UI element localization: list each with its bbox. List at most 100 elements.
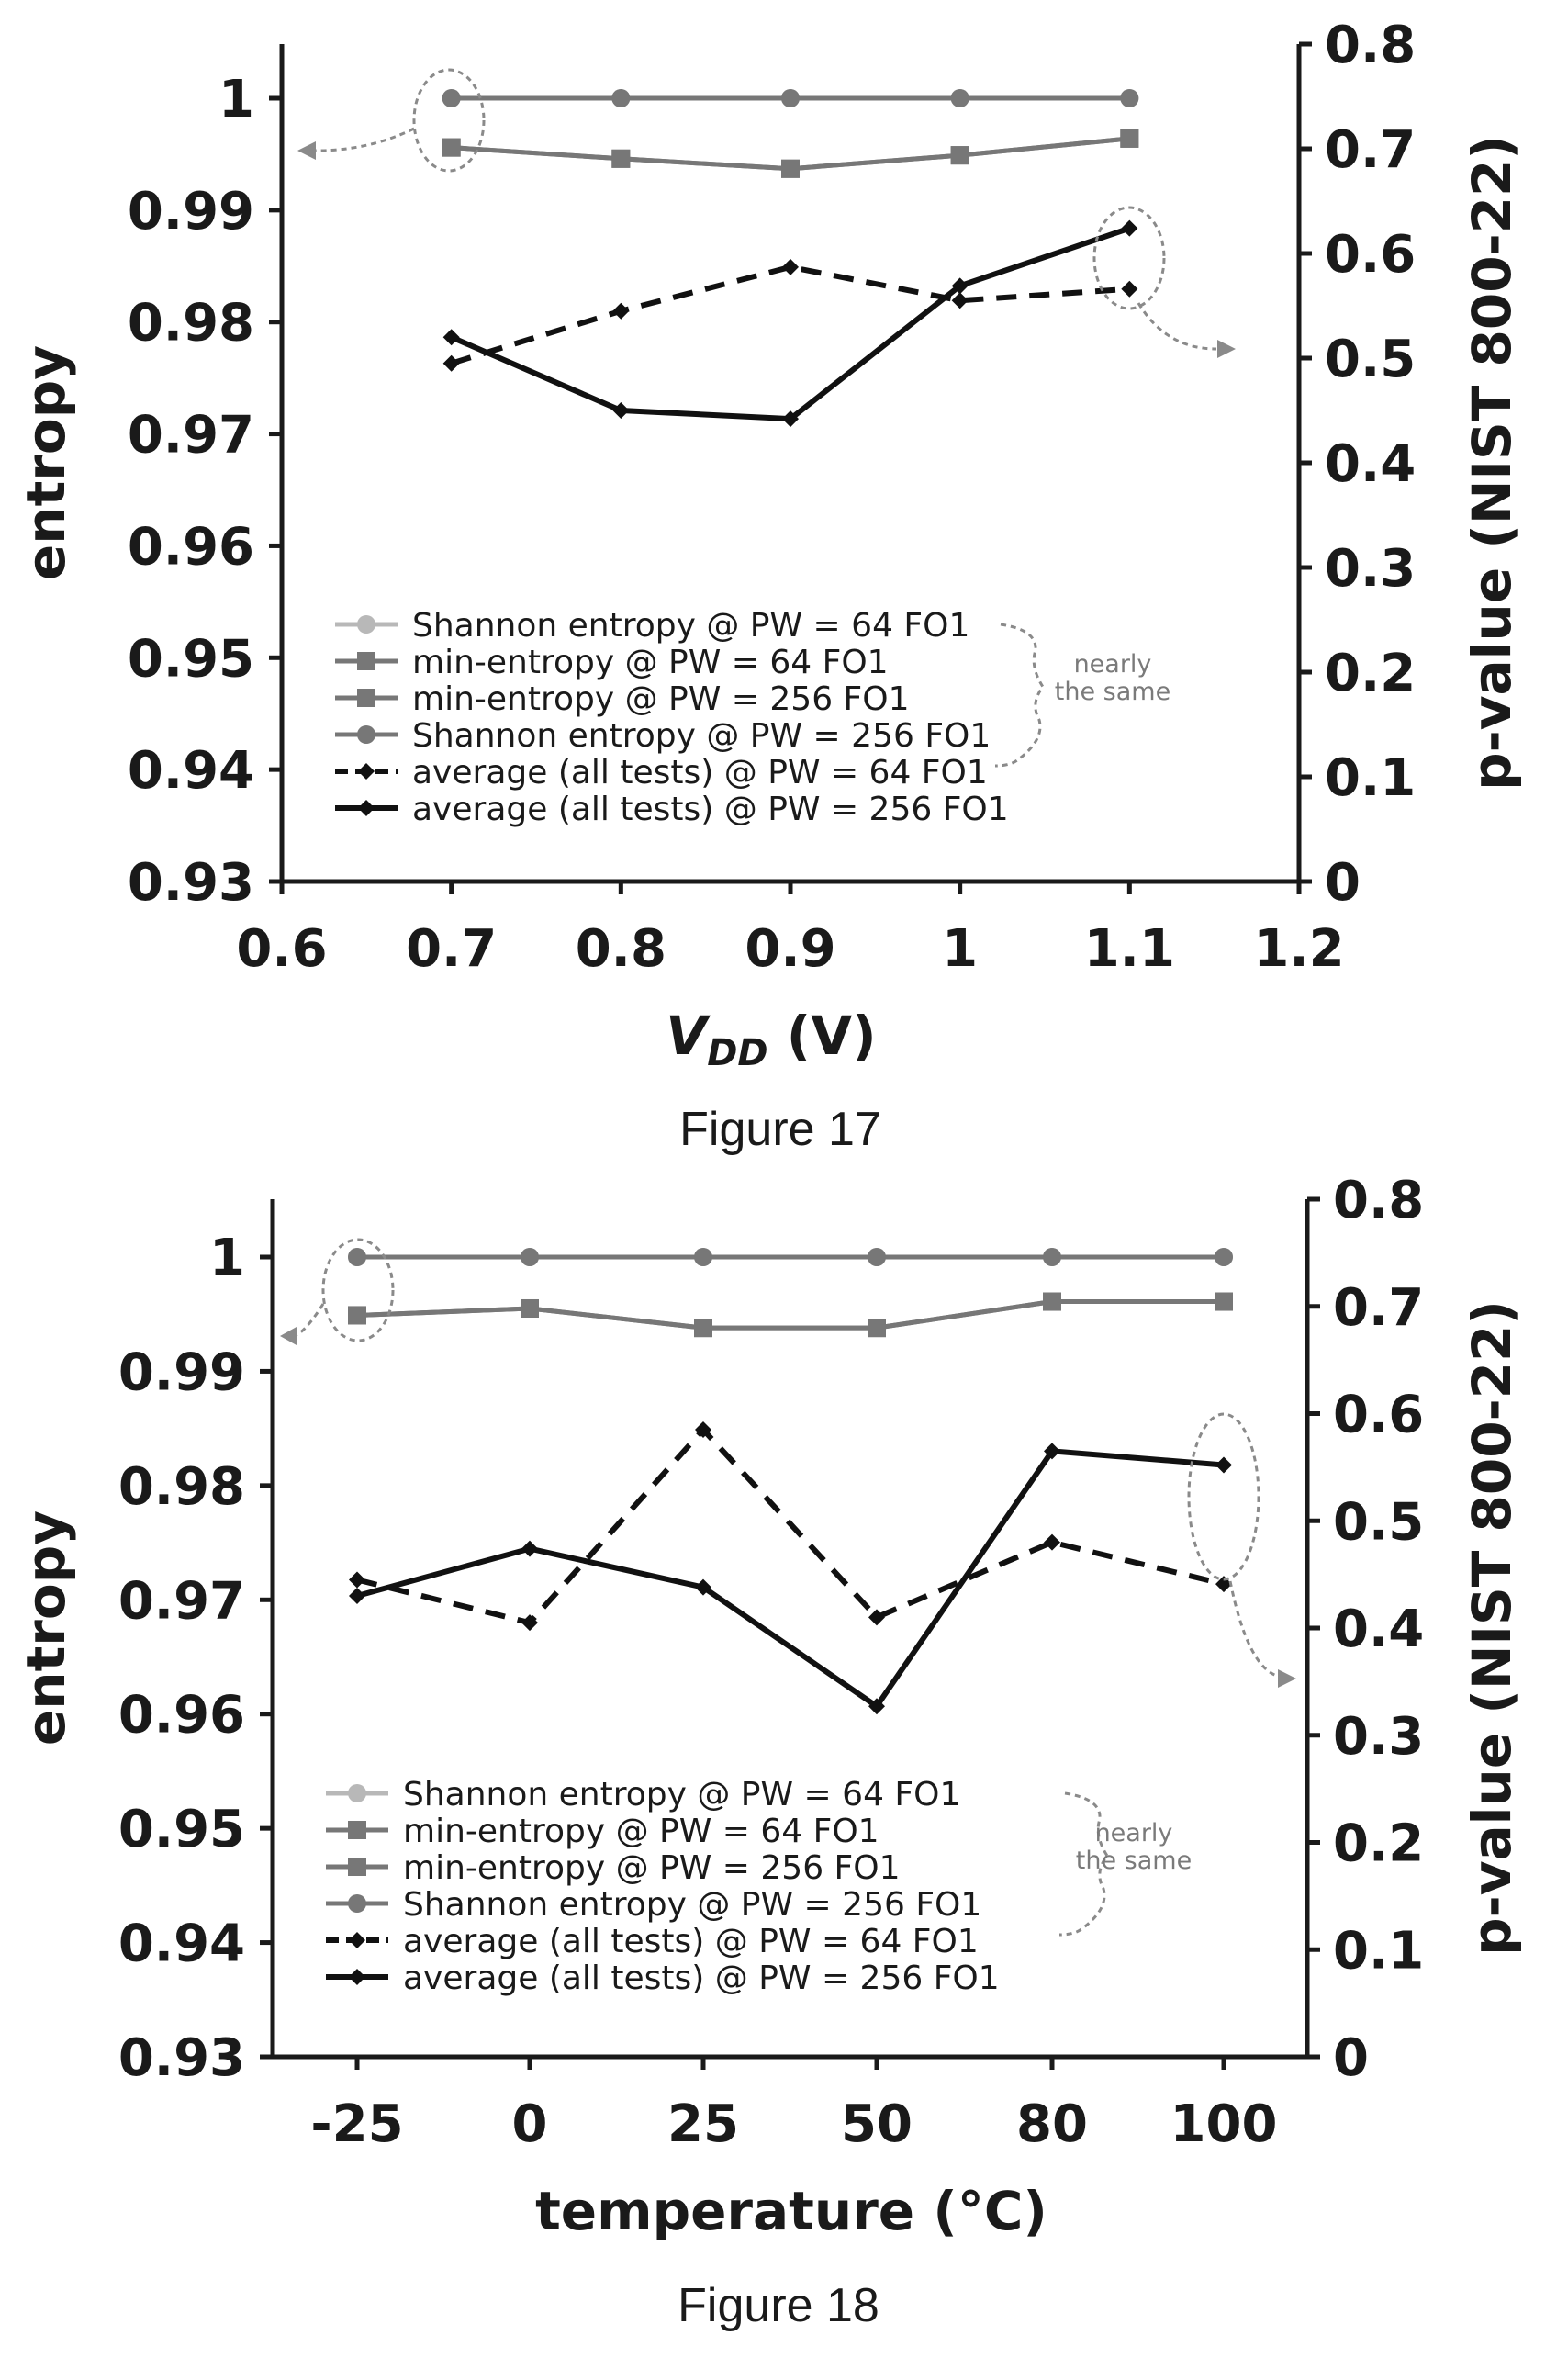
x-tick-label: 25 xyxy=(667,2094,739,2154)
y2-tick-label: 0.7 xyxy=(1325,120,1416,180)
left-highlight-ellipse xyxy=(321,1238,395,1342)
series-line-2 xyxy=(356,1299,1224,1331)
right-axis-arrow xyxy=(1228,1580,1282,1679)
series-3-point xyxy=(1043,1248,1061,1266)
y-tick-label: 0.98 xyxy=(128,294,254,354)
y-tick-label: 0.98 xyxy=(118,1457,245,1517)
x-tick-label: 100 xyxy=(1170,2094,1278,2154)
series-5-point xyxy=(1044,1443,1060,1460)
y2-tick-label: 0.5 xyxy=(1333,1492,1424,1552)
series-5-point xyxy=(951,277,969,295)
legend-label-2: min-entropy @ PW = 256 FO1 xyxy=(403,1849,901,1887)
y2-tick-label: 0.6 xyxy=(1333,1386,1424,1445)
y2-tick-label: 0.4 xyxy=(1325,434,1416,494)
y-tick-label: 0.99 xyxy=(118,1342,245,1402)
x-axis-label-symbol: V xyxy=(666,1005,711,1067)
y-axis-label: entropy xyxy=(15,1510,77,1746)
x-tick-label: -25 xyxy=(310,2094,403,2154)
y2-tick-label: 0 xyxy=(1325,853,1361,913)
y-tick-label: 0.99 xyxy=(128,182,254,241)
series-2-point xyxy=(1043,1292,1061,1311)
y-tick-label: 0.96 xyxy=(128,517,254,577)
series-3-point xyxy=(1215,1248,1233,1266)
chart-figure-17: 0.93 0.94 0.95 0.96 0.97 0.98 0.99 1 0 0.1 0.2 0.3 0… xyxy=(15,16,1523,1156)
legend-marker-4 xyxy=(358,763,375,780)
legend-brace xyxy=(1058,1791,1109,1937)
legend-label-0: Shannon entropy @ PW = 64 FO1 xyxy=(403,1776,960,1813)
series-4-point xyxy=(951,292,969,309)
series-4-point xyxy=(349,1571,365,1589)
y-axis-label: entropy xyxy=(15,345,77,580)
series-line-1 xyxy=(356,1299,1224,1331)
y2-axis-label: p-value (NIST 800-22) xyxy=(1461,1300,1523,1956)
series-3-point xyxy=(442,89,461,107)
y-tick-label: 0.93 xyxy=(128,853,254,913)
series-3-point xyxy=(781,89,800,107)
x-tick-label: 0.6 xyxy=(236,919,327,979)
y-tick-label: 0.95 xyxy=(128,629,254,689)
y2-tick-label: 0.1 xyxy=(1325,748,1416,808)
left-axis-arrow xyxy=(291,1303,325,1338)
legend-label-4: average (all tests) @ PW = 64 FO1 xyxy=(403,1923,979,1960)
x-axis-label-subscript: DD xyxy=(707,1032,767,1074)
y-tick-label: 1 xyxy=(218,70,254,129)
y2-tick-label: 0.7 xyxy=(1333,1278,1424,1338)
series-2-point xyxy=(868,1319,886,1338)
series-5-point xyxy=(1121,219,1138,237)
left-arrowhead xyxy=(297,141,316,160)
series-4-point xyxy=(1121,280,1138,298)
legend-label-3: Shannon entropy @ PW = 256 FO1 xyxy=(403,1886,981,1924)
series-4-point xyxy=(695,1421,711,1439)
legend-marker-0 xyxy=(357,615,375,634)
legend-label-3: Shannon entropy @ PW = 256 FO1 xyxy=(412,717,991,755)
series-line-4 xyxy=(356,1427,1225,1626)
legend-marker-5 xyxy=(358,800,375,816)
series-3-point xyxy=(694,1248,712,1266)
y2-axis-label: p-value (NIST 800-22) xyxy=(1461,135,1523,791)
legend-marker-2 xyxy=(357,689,375,707)
series-2-point xyxy=(781,159,800,178)
right-arrowhead xyxy=(1278,1669,1296,1688)
chart-figure-18: 0.93 0.94 0.95 0.96 0.97 0.98 0.99 1 0 0.1 0.2 0.3 0… xyxy=(15,1171,1523,2332)
y2-tick-label: 0.4 xyxy=(1333,1600,1424,1659)
y2-tick-label: 0.8 xyxy=(1333,1171,1424,1230)
right-highlight-ellipse xyxy=(1092,206,1166,310)
y-tick-label: 0.97 xyxy=(128,406,254,466)
legend-marker-3 xyxy=(348,1894,366,1913)
figure-caption: Figure 17 xyxy=(679,1103,881,1156)
x-tick-label: 1.2 xyxy=(1253,919,1344,979)
series-5-point xyxy=(868,1698,885,1715)
note-line-1: nearly xyxy=(1074,650,1152,679)
y-tick-label: 0.94 xyxy=(128,741,254,801)
x-axis-label: temperature (°C) xyxy=(535,2180,1047,2242)
series-3-point xyxy=(611,89,631,107)
series-line-4 xyxy=(450,264,1130,366)
x-tick-label: 1 xyxy=(942,919,978,979)
legend-label-1: min-entropy @ PW = 64 FO1 xyxy=(403,1813,879,1850)
x-tick-label: 1.1 xyxy=(1084,919,1175,979)
y-tick-label: 0.95 xyxy=(118,1800,245,1859)
legend-label-4: average (all tests) @ PW = 64 FO1 xyxy=(412,754,988,792)
series-line-5 xyxy=(450,225,1131,422)
series-3-point xyxy=(348,1248,366,1266)
x-tick-label: 80 xyxy=(1016,2094,1088,2154)
series-5-point xyxy=(695,1578,711,1596)
x-tick-label: 50 xyxy=(841,2094,913,2154)
x-tick-label: 0.8 xyxy=(576,919,666,979)
y-tick-label: 1 xyxy=(209,1229,245,1288)
series-2-point xyxy=(442,138,461,157)
figure-caption: Figure 18 xyxy=(678,2279,879,2332)
series-3-point xyxy=(521,1248,539,1266)
y-tick-label: 0.97 xyxy=(118,1571,245,1631)
legend-marker-4 xyxy=(349,1932,365,1948)
series-2-point xyxy=(950,146,969,165)
y2-tick-label: 0.8 xyxy=(1325,16,1416,75)
y-tick-label: 0.96 xyxy=(118,1686,245,1746)
series-5-point xyxy=(521,1540,538,1557)
x-tick-label: 0.9 xyxy=(745,919,835,979)
left-arrowhead xyxy=(280,1327,297,1345)
legend-marker-1 xyxy=(357,652,375,670)
right-arrowhead xyxy=(1217,340,1236,358)
y2-tick-label: 0.3 xyxy=(1333,1707,1424,1767)
